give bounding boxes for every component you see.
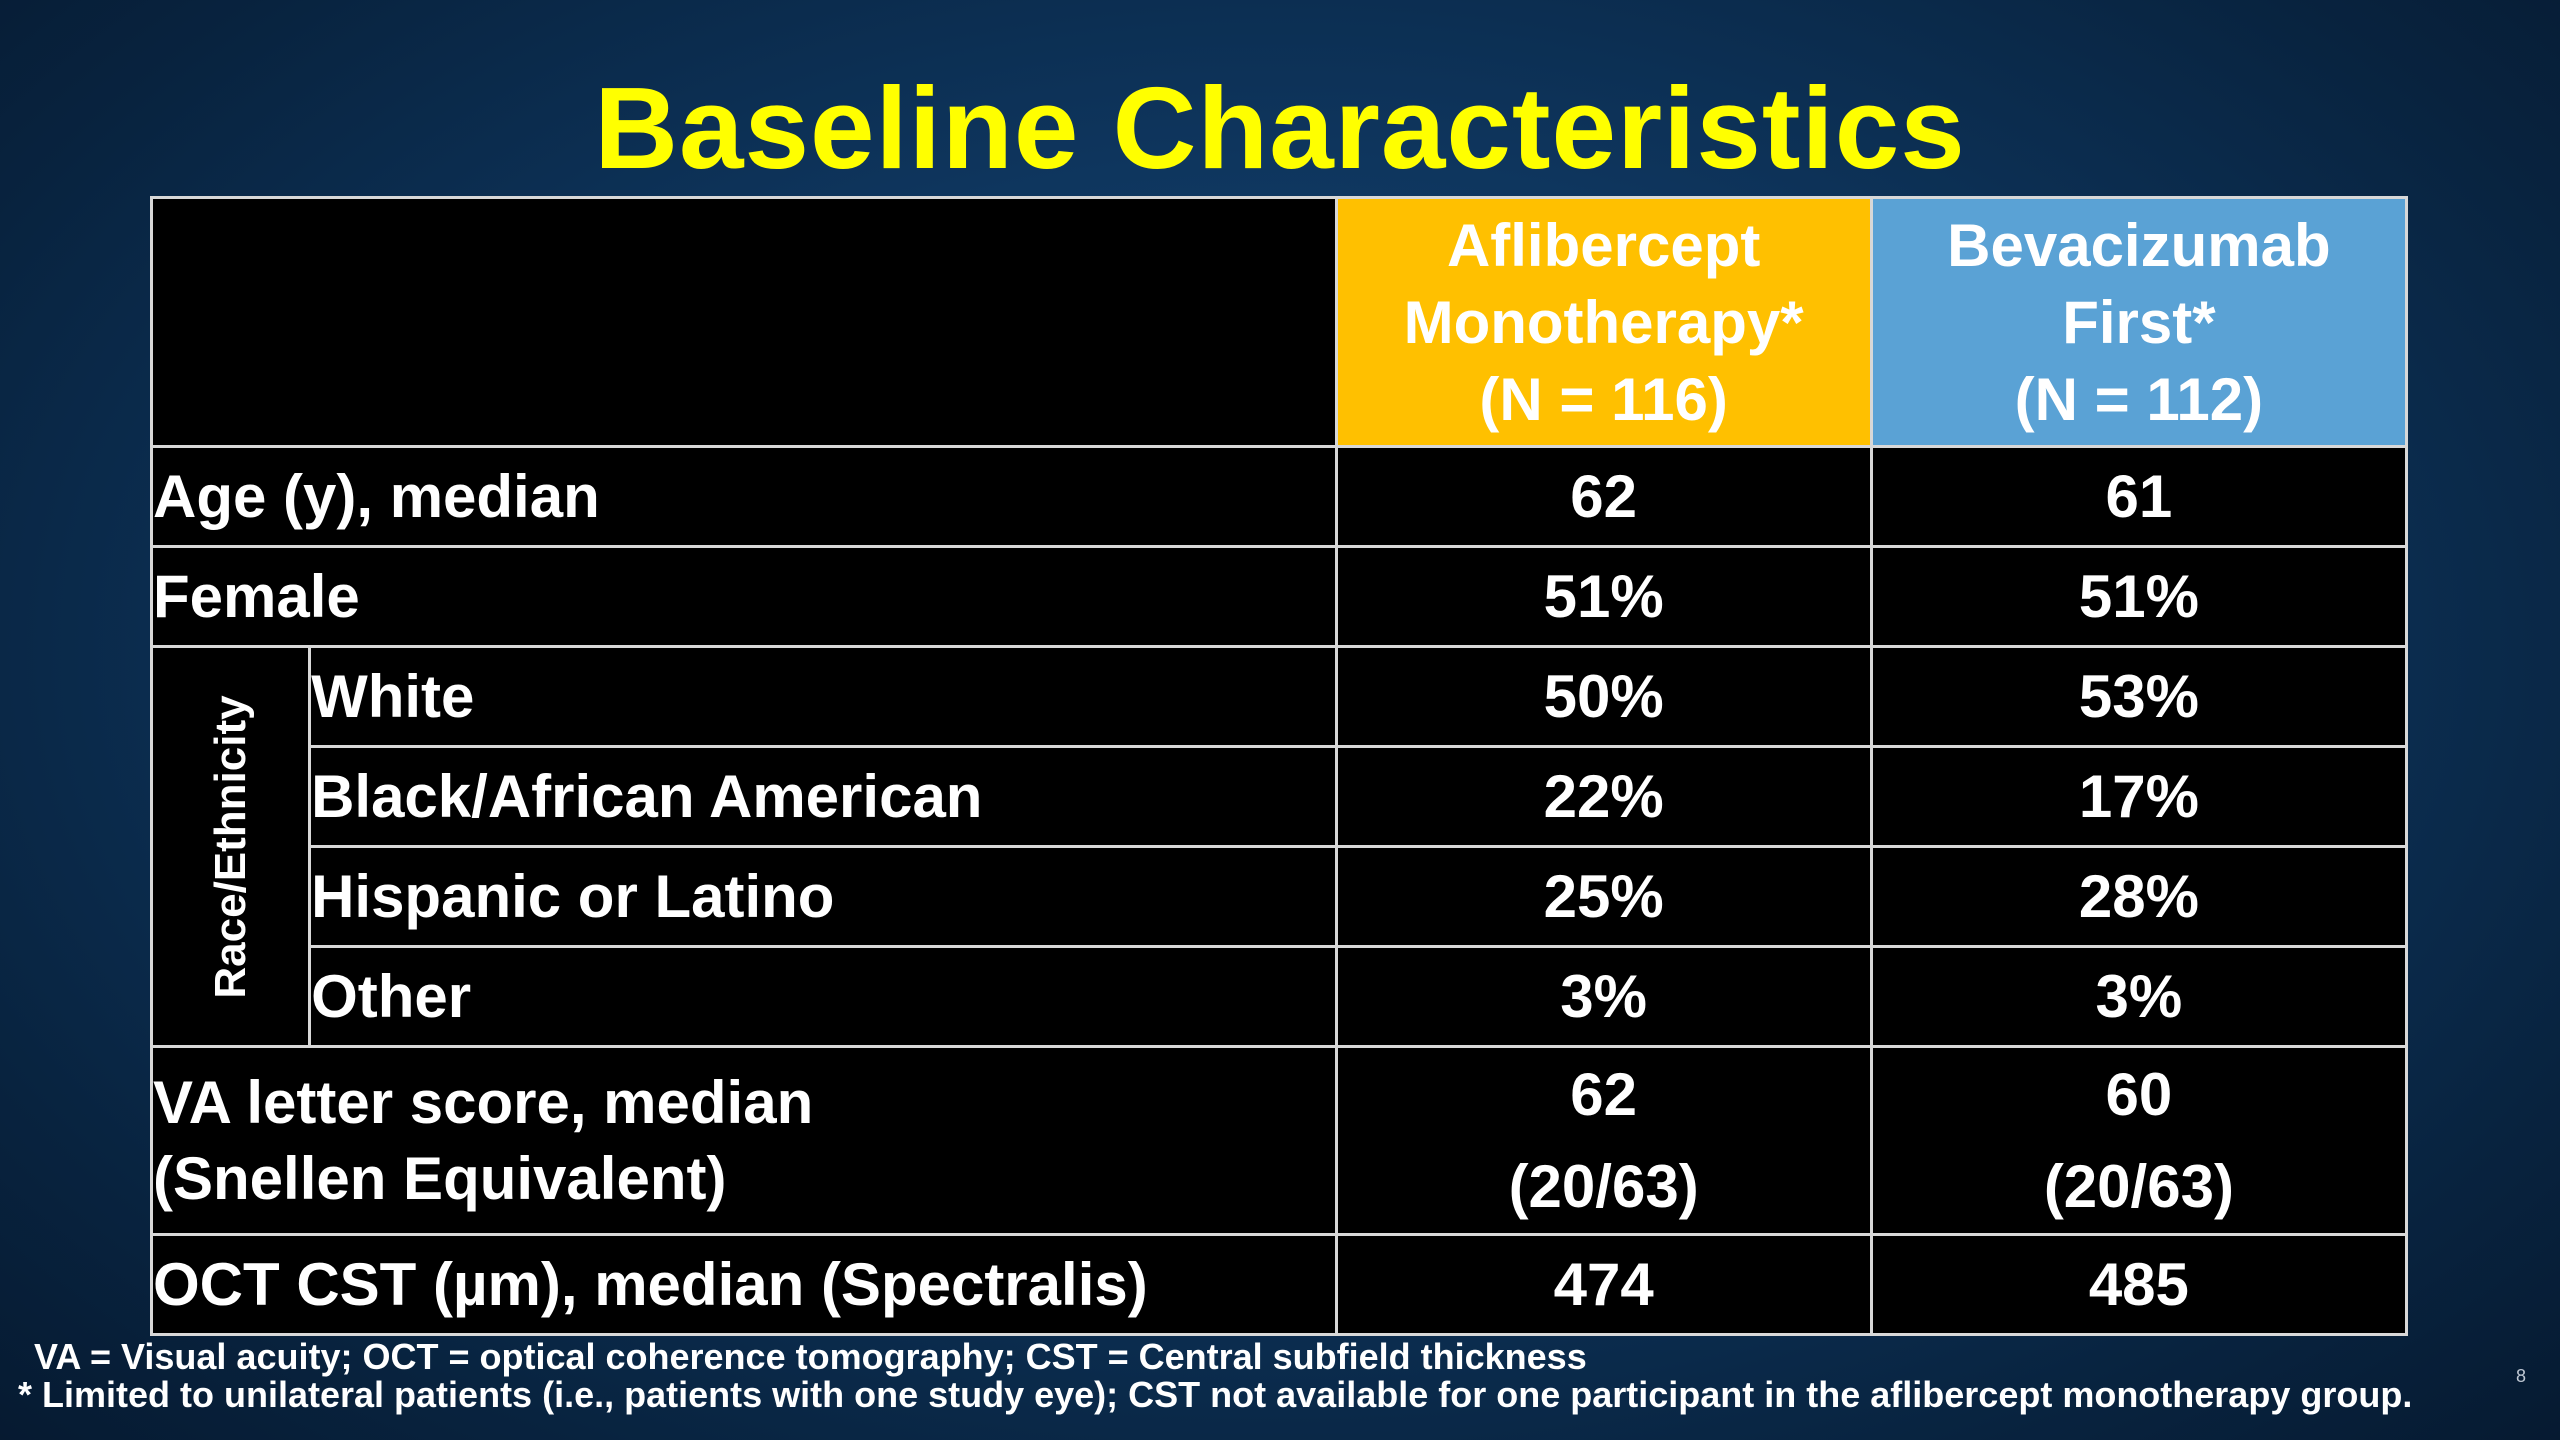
cell-age-bevacizumab: 61: [1869, 445, 2409, 548]
table-row-female: Female 51% 51%: [150, 545, 2409, 648]
row-label-va: VA letter score, median (Snellen Equival…: [150, 1045, 1338, 1236]
cell-va-a-line2: (20/63): [1508, 1152, 1699, 1220]
cell-oct-bevacizumab: 485: [1869, 1233, 2409, 1336]
footnotes: VA = Visual acuity; OCT = optical cohere…: [18, 1338, 2518, 1414]
table-row-va: VA letter score, median (Snellen Equival…: [150, 1045, 2409, 1236]
footnote-asterisk: * Limited to unilateral patients (i.e., …: [18, 1374, 2413, 1415]
header-b-line2: First*: [2062, 288, 2216, 356]
header-aflibercept-monotherapy: Aflibercept Monotherapy* (N = 116): [1334, 196, 1873, 448]
race-ethnicity-label: Race/Ethnicity: [205, 694, 255, 999]
header-a-line3: (N = 116): [1479, 365, 1728, 433]
table-row-oct: OCT CST (µm), median (Spectralis) 474 48…: [150, 1233, 2409, 1336]
cell-va-b-line2: (20/63): [2043, 1152, 2234, 1220]
cell-oct-aflibercept: 474: [1334, 1233, 1873, 1336]
header-corner-cell: [150, 196, 1338, 448]
cell-white-bevacizumab: 53%: [1869, 645, 2409, 748]
cell-other-aflibercept: 3%: [1334, 945, 1873, 1048]
row-label-va-line1: VA letter score, median: [153, 1068, 814, 1136]
row-label-black: Black/African American: [308, 745, 1338, 848]
row-label-va-line2: (Snellen Equivalent): [153, 1144, 727, 1212]
cell-age-aflibercept: 62: [1334, 445, 1873, 548]
cell-va-b-line1: 60: [2105, 1060, 2173, 1128]
cell-white-aflibercept: 50%: [1334, 645, 1873, 748]
table-row-other: Other 3% 3%: [152, 945, 2409, 1048]
race-ethnicity-group-cell: Race/Ethnicity: [149, 645, 312, 1048]
baseline-characteristics-table: Aflibercept Monotherapy* (N = 116) Bevac…: [149, 196, 2409, 1336]
cell-hispanic-bevacizumab: 28%: [1869, 845, 2409, 948]
page-number: 8: [2515, 1366, 2526, 1386]
cell-hispanic-aflibercept: 25%: [1334, 845, 1873, 948]
table-row-age: Age (y), median 62 61: [150, 445, 2409, 548]
cell-va-bevacizumab: 60 (20/63): [1869, 1045, 2409, 1236]
row-label-hispanic: Hispanic or Latino: [308, 845, 1338, 948]
cell-black-aflibercept: 22%: [1334, 745, 1873, 848]
cell-va-aflibercept: 62 (20/63): [1334, 1045, 1873, 1236]
table-row-white: Race/Ethnicity White 50% 53%: [149, 645, 2409, 1048]
header-a-line2: Monotherapy*: [1403, 288, 1804, 356]
table-row-black: Black/African American 22% 17%: [152, 745, 2409, 848]
row-label-white: White: [308, 645, 1338, 748]
row-label-oct: OCT CST (µm), median (Spectralis): [150, 1233, 1338, 1336]
header-bevacizumab-first: Bevacizumab First* (N = 112): [1869, 196, 2409, 448]
table-row-hispanic: Hispanic or Latino 25% 28%: [152, 845, 2409, 948]
cell-black-bevacizumab: 17%: [1869, 745, 2409, 848]
cell-other-bevacizumab: 3%: [1869, 945, 2409, 1048]
header-b-line3: (N = 112): [2014, 365, 2264, 433]
row-label-age: Age (y), median: [150, 445, 1338, 548]
slide-title: Baseline Characteristics: [594, 63, 1966, 193]
footnote-abbreviations: VA = Visual acuity; OCT = optical cohere…: [34, 1336, 1587, 1377]
row-label-other: Other: [308, 945, 1338, 1048]
header-b-line1: Bevacizumab: [1947, 211, 2331, 279]
cell-female-aflibercept: 51%: [1334, 545, 1873, 648]
table-header-row: Aflibercept Monotherapy* (N = 116) Bevac…: [150, 196, 2409, 448]
header-a-line1: Aflibercept: [1446, 211, 1761, 279]
cell-female-bevacizumab: 51%: [1869, 545, 2409, 648]
row-label-female: Female: [150, 545, 1338, 648]
cell-va-a-line1: 62: [1570, 1060, 1637, 1128]
